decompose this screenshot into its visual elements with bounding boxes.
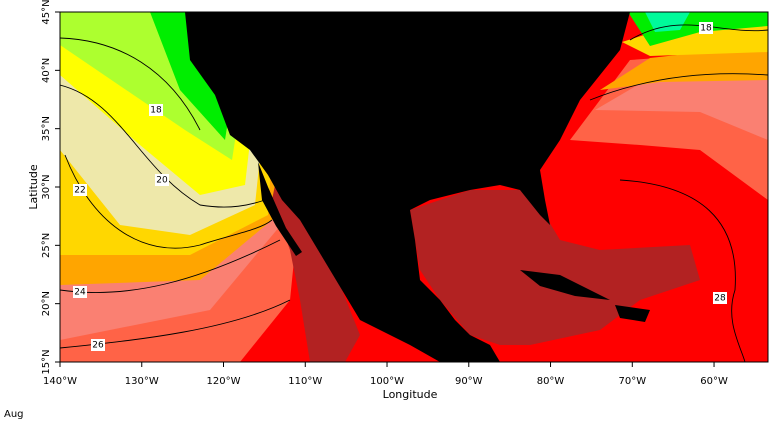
x-tick-label: 90°W [455, 376, 483, 387]
x-axis-title: Longitude [383, 388, 438, 401]
x-tick-label: 110°W [288, 376, 322, 387]
y-tick-label: 30°N [41, 174, 52, 199]
contour-label-bg [713, 292, 727, 304]
y-tick-label: 40°N [41, 58, 52, 83]
y-tick-label: 20°N [41, 291, 52, 316]
contour-label-bg [155, 174, 169, 186]
gulf-caribbean [410, 190, 700, 345]
x-tick-label: 80°W [537, 376, 565, 387]
x-tick-label: 60°W [700, 376, 728, 387]
x-tick-label: 140°W [43, 376, 77, 387]
y-tick-label: 45°N [41, 0, 52, 25]
band [600, 45, 768, 90]
land [615, 305, 650, 322]
contour-line [64, 154, 273, 249]
contour-line [60, 84, 266, 208]
contour-label-bg [91, 339, 105, 351]
y-tick-label: 25°N [41, 233, 52, 258]
contour-line [589, 73, 768, 101]
x-tick-label: 120°W [207, 376, 241, 387]
y-tick-label: 15°N [41, 349, 52, 374]
contour-line [60, 299, 291, 349]
contour-line [619, 179, 746, 362]
band [272, 170, 360, 362]
land [258, 162, 302, 256]
sst-field [60, 12, 768, 362]
y-tick-label: 35°N [41, 116, 52, 141]
y-axis-title: Latitude [27, 164, 40, 210]
contour-label: 18 [700, 24, 712, 34]
x-tick-label: 70°W [618, 376, 646, 387]
contour-label-bg [699, 22, 713, 34]
contour-label-bg [73, 286, 87, 298]
contour-label: 18 [150, 106, 162, 116]
contour-label: 28 [714, 294, 726, 304]
contour-label-bg [73, 184, 87, 196]
band [595, 68, 768, 140]
land [185, 12, 630, 362]
contour-label: 24 [74, 288, 86, 298]
period-label: Aug [4, 409, 24, 420]
contour-label: 22 [74, 186, 85, 196]
contour-line [60, 37, 201, 131]
x-tick-label: 130°W [125, 376, 159, 387]
land [520, 270, 610, 300]
contour-label: 26 [92, 341, 104, 351]
x-tick-label: 100°W [370, 376, 404, 387]
contour-label-bg [149, 104, 163, 116]
contour-label: 20 [156, 176, 168, 186]
band [645, 12, 690, 32]
